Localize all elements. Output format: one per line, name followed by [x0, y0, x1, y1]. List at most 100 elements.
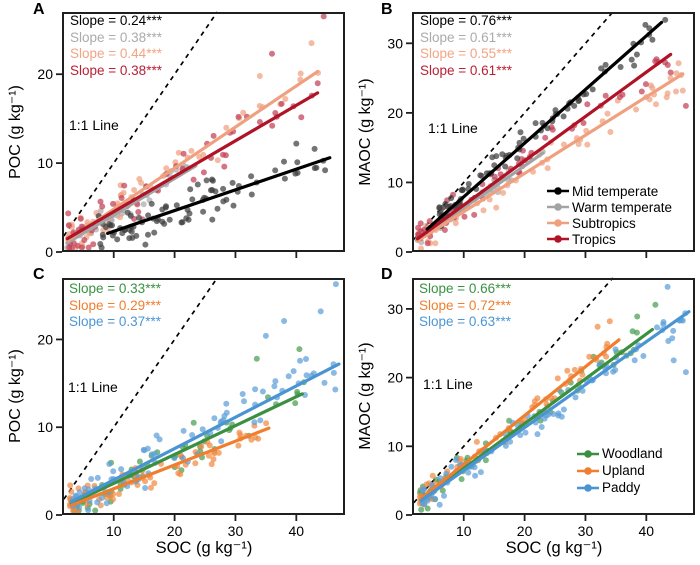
- scatter-point: [187, 186, 194, 193]
- legend-item: Warm temperate: [547, 199, 672, 215]
- scatter-point: [673, 70, 680, 77]
- legend-item: Paddy: [577, 479, 663, 496]
- line-dot-marker-icon: [547, 202, 569, 212]
- slope-label: Slope = 0.61***: [420, 29, 512, 45]
- scatter-point: [78, 244, 85, 251]
- y-axis-title-maoc: MAOC (g kg⁻¹): [357, 78, 374, 186]
- scatter-point: [142, 478, 149, 485]
- scatter-point: [262, 332, 269, 339]
- scatter-point: [586, 353, 593, 360]
- slope-label: Slope = 0.37***: [69, 314, 161, 329]
- scatter-point: [442, 200, 449, 207]
- scatter-point: [649, 85, 656, 91]
- scatter-point: [161, 220, 168, 227]
- scatter-point: [604, 340, 611, 347]
- scatter-point: [211, 450, 218, 457]
- scatter-point: [297, 70, 304, 77]
- scatter-point: [98, 494, 105, 501]
- scatter-point: [200, 208, 207, 215]
- scatter-point: [631, 62, 638, 69]
- scatter-point: [617, 64, 624, 70]
- y-tick-label: 10: [37, 155, 53, 171]
- y-tick-label: 10: [387, 438, 403, 454]
- scatter-point: [493, 153, 500, 160]
- scatter-point: [65, 210, 72, 217]
- scatter-point: [679, 317, 686, 324]
- scatter-point: [448, 463, 455, 470]
- scatter-point: [520, 135, 527, 142]
- scatter-point: [296, 346, 303, 353]
- scatter-point: [653, 101, 659, 108]
- y-tick-label: 0: [45, 244, 53, 260]
- scatter-point: [616, 94, 623, 101]
- y-axis-title-poc: POC (g kg⁻¹): [7, 85, 24, 179]
- x-tick-label: 10: [106, 523, 122, 539]
- scatter-point: [198, 443, 205, 450]
- scatter-point: [629, 328, 636, 335]
- scatter-point: [116, 491, 122, 497]
- scatter-point: [654, 324, 660, 331]
- scatter-point: [117, 214, 124, 221]
- scatter-point: [94, 474, 101, 481]
- scatter-point: [482, 457, 489, 464]
- scatter-point: [281, 175, 288, 182]
- scatter-point: [251, 419, 258, 426]
- scatter-point: [642, 21, 649, 28]
- scatter-point: [477, 469, 484, 476]
- scatter-point: [554, 375, 561, 382]
- scatter-point: [579, 371, 586, 378]
- scatter-point: [662, 16, 669, 23]
- scatter-point: [640, 353, 647, 359]
- y-axis-title-maoc: MAOC (g kg⁻¹): [357, 342, 374, 450]
- slope-label: Slope = 0.38***: [70, 29, 162, 45]
- scatter-point: [85, 244, 92, 251]
- scatter-point: [194, 181, 201, 188]
- y-tick-label: 0: [395, 244, 403, 260]
- scatter-point: [572, 394, 579, 401]
- scatter-point: [180, 150, 187, 157]
- scatter-point: [256, 73, 263, 79]
- scatter-point: [436, 205, 443, 212]
- scatter-point: [419, 487, 426, 494]
- line-dot-marker-icon: [577, 466, 599, 476]
- x-tick-label: 10: [456, 523, 472, 539]
- scatter-point: [185, 216, 192, 223]
- scatter-point: [218, 438, 225, 445]
- scatter-point: [441, 492, 447, 499]
- y-tick-label: 10: [37, 419, 53, 435]
- scatter-point: [97, 198, 104, 205]
- scatter-point: [235, 442, 242, 449]
- scatter-point: [163, 165, 170, 172]
- x-tick-label: 20: [517, 523, 533, 539]
- panel-letter-d: D: [381, 266, 393, 283]
- plot-border: [62, 12, 345, 252]
- scatter-point: [514, 155, 521, 162]
- scatter-point: [607, 129, 614, 135]
- scatter-point: [471, 211, 478, 218]
- scatter-point: [673, 88, 679, 95]
- scatter-point: [429, 472, 436, 479]
- scatter-point: [272, 167, 279, 174]
- scatter-point: [229, 179, 236, 186]
- scatter-point: [223, 400, 230, 407]
- scatter-point: [320, 13, 327, 20]
- scatter-point: [314, 80, 321, 87]
- plot-border: [412, 12, 695, 252]
- scatter-point: [110, 200, 116, 207]
- slope-label: Slope = 0.29***: [69, 297, 161, 313]
- scatter-point: [148, 451, 155, 458]
- scatter-point: [665, 338, 672, 344]
- scatter-point: [142, 241, 149, 248]
- scatter-point: [575, 141, 582, 148]
- scatter-point: [92, 507, 99, 514]
- scatter-point: [77, 215, 84, 222]
- scatter-point: [145, 231, 151, 238]
- regression-line: [69, 392, 304, 506]
- scatter-point: [255, 435, 262, 442]
- scatter-point: [437, 475, 444, 482]
- scatter-point: [415, 224, 422, 231]
- y-tick-label: 10: [387, 174, 403, 190]
- regression-line: [415, 52, 673, 241]
- scatter-point: [151, 229, 158, 236]
- scatter-point: [109, 222, 115, 229]
